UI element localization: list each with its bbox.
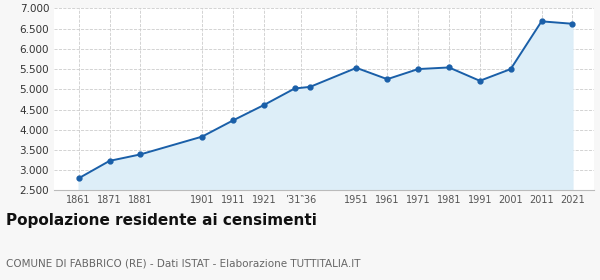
Text: Popolazione residente ai censimenti: Popolazione residente ai censimenti <box>6 213 317 228</box>
Text: COMUNE DI FABBRICO (RE) - Dati ISTAT - Elaborazione TUTTITALIA.IT: COMUNE DI FABBRICO (RE) - Dati ISTAT - E… <box>6 259 361 269</box>
